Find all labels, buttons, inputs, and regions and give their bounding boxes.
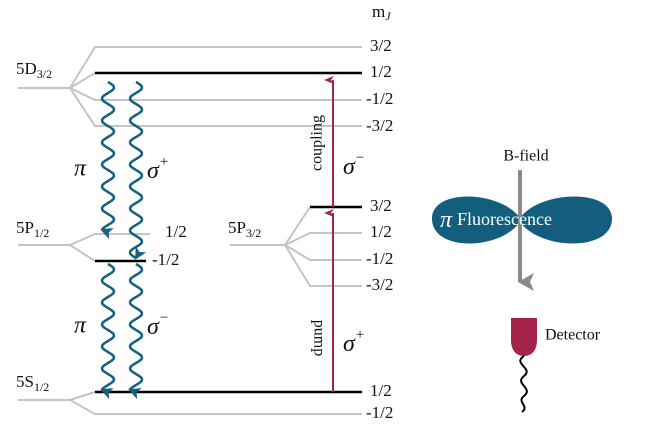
sublevel-label: -1/2 — [366, 89, 393, 108]
sublevel-label: 1/2 — [370, 381, 392, 400]
fluorescence-text: Fluorescence — [457, 209, 552, 229]
detector-label: Detector — [545, 327, 601, 344]
pump-label: pump — [310, 320, 327, 356]
level-label: 5S1/2 — [16, 372, 49, 394]
sigma-label: σ− — [147, 310, 169, 339]
sublevel-label: 3/2 — [370, 196, 392, 215]
mj-main: m — [372, 2, 385, 21]
pi: π — [440, 207, 453, 233]
detector-icon — [511, 318, 537, 356]
level-label: 5P3/2 — [228, 218, 261, 240]
sigma-sup: − — [355, 150, 365, 166]
detector-cable — [520, 356, 527, 412]
sublevel-label: 3/2 — [370, 36, 392, 55]
level-diagram: mJ 5D3/2 3/2 1/2 -1/2 -3/2 5P1/2 1/2 -1/… — [0, 0, 667, 434]
decay-arrow — [130, 82, 142, 258]
sigma-sup: − — [159, 310, 169, 326]
mj-header: mJ — [372, 2, 391, 23]
sigma-sup: + — [355, 327, 365, 343]
coupling-sigma: σ− — [343, 150, 365, 179]
sublevel-label: -1/2 — [366, 403, 393, 422]
sublevel-label: -1/2 — [152, 250, 179, 269]
level-main: 5D — [16, 59, 37, 78]
sublevel-label: 1/2 — [165, 222, 187, 241]
pi-label: π — [74, 313, 87, 339]
level-sub: 3/2 — [37, 67, 52, 81]
level-label: 5D3/2 — [16, 59, 52, 81]
level-main: 5P — [228, 218, 246, 237]
decay-arrow — [102, 264, 114, 390]
sigma-sup: + — [159, 154, 169, 170]
level-main: 5S — [16, 372, 34, 391]
decay-arrows — [102, 82, 142, 390]
b-field-label: B-field — [503, 148, 548, 165]
coupling-label: coupling — [309, 115, 326, 171]
sublevel-label: -3/2 — [366, 275, 393, 294]
level-sub: 1/2 — [34, 380, 49, 394]
pi-label: π — [74, 156, 87, 182]
mj-sub: J — [385, 9, 391, 23]
sublevel-label: 1/2 — [370, 222, 392, 241]
level-lines — [18, 392, 362, 414]
sigma-label: σ+ — [147, 154, 169, 183]
level-lines — [18, 47, 362, 126]
decay-arrow — [130, 264, 142, 390]
pump-sigma: σ+ — [343, 327, 365, 356]
decay-arrow — [102, 82, 114, 230]
level-label: 5P1/2 — [16, 218, 49, 240]
level-sub: 1/2 — [34, 226, 49, 240]
level-main: 5P — [16, 218, 34, 237]
sublevel-label: 1/2 — [370, 62, 392, 81]
sublevel-label: -3/2 — [366, 116, 393, 135]
sublevel-label: -1/2 — [366, 249, 393, 268]
level-sub: 3/2 — [246, 226, 261, 240]
level-lines — [230, 207, 362, 286]
